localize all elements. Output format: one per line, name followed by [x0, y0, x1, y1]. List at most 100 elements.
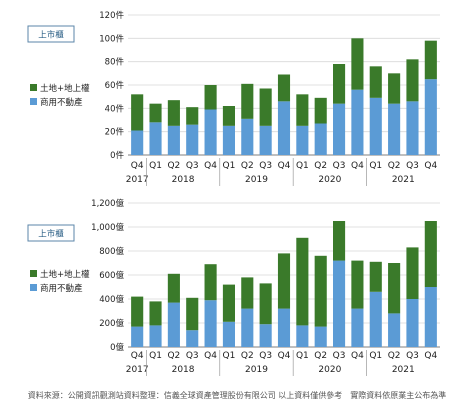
bar-commercial: [204, 109, 217, 155]
x-quarter-label: Q1: [223, 351, 236, 361]
legend-label: 商用不動產: [40, 283, 83, 294]
bar-land: [241, 277, 254, 309]
x-quarter-label: Q4: [204, 161, 217, 171]
bar-commercial: [241, 118, 254, 155]
bar-land: [186, 297, 199, 331]
bar-land: [277, 253, 291, 309]
bar-land: [204, 264, 217, 301]
y-tick-label: 800億: [99, 246, 124, 257]
x-quarter-label: Q3: [333, 351, 346, 361]
bar-land: [259, 283, 272, 325]
market-tag-label: 上市櫃: [38, 30, 64, 41]
bar-land: [149, 103, 162, 123]
x-quarter-label: Q3: [259, 351, 272, 361]
x-year-label: 2017: [126, 175, 149, 185]
x-quarter-label: Q2: [314, 161, 327, 171]
bar-commercial: [333, 260, 346, 347]
x-quarter-label: Q4: [204, 351, 217, 361]
bar-commercial: [149, 122, 162, 155]
bar-commercial: [186, 330, 199, 347]
bar-commercial: [241, 308, 254, 347]
x-quarter-label: Q4: [351, 161, 364, 171]
x-quarter-label: Q3: [406, 161, 419, 171]
y-tick-label: 20件: [105, 127, 125, 138]
bar-commercial: [131, 130, 144, 155]
bar-land: [424, 40, 437, 80]
bar-commercial: [314, 326, 327, 347]
x-quarter-label: Q2: [167, 351, 180, 361]
x-quarter-label: Q2: [167, 161, 180, 171]
bar-commercial: [314, 123, 327, 155]
bar-land: [406, 59, 419, 102]
bar-land: [369, 261, 382, 292]
bar-commercial: [296, 325, 309, 347]
x-year-label: 2020: [318, 365, 341, 375]
bar-commercial: [222, 321, 235, 347]
bar-commercial: [406, 101, 419, 155]
y-tick-label: 1,200億: [91, 198, 124, 209]
bar-land: [259, 88, 272, 126]
bar-commercial: [186, 124, 199, 155]
x-year-label: 2021: [392, 365, 415, 375]
x-quarter-label: Q2: [241, 351, 254, 361]
x-quarter-label: Q4: [351, 351, 364, 361]
bar-commercial: [259, 125, 272, 155]
bar-land: [131, 296, 144, 327]
x-year-label: 2021: [392, 175, 415, 185]
bar-commercial: [149, 325, 162, 347]
legend-swatch: [30, 284, 37, 291]
bar-commercial: [388, 313, 401, 347]
x-quarter-label: Q2: [314, 351, 327, 361]
bar-land: [241, 83, 254, 119]
y-tick-label: 120件: [99, 10, 124, 21]
x-year-label: 2019: [245, 175, 268, 185]
y-tick-label: 200億: [99, 318, 124, 329]
y-tick-label: 400億: [99, 294, 124, 305]
y-tick-label: 0億: [110, 342, 124, 353]
x-quarter-label: Q4: [424, 351, 437, 361]
x-year-label: 2017: [126, 365, 149, 375]
x-year-label: 2018: [172, 365, 195, 375]
bar-land: [204, 85, 217, 110]
x-quarter-label: Q2: [241, 161, 254, 171]
x-quarter-label: Q1: [149, 161, 162, 171]
y-tick-label: 600億: [99, 270, 124, 281]
x-quarter-label: Q3: [259, 161, 272, 171]
bar-commercial: [406, 299, 419, 347]
bar-land: [131, 94, 144, 131]
x-quarter-label: Q1: [296, 161, 309, 171]
bar-commercial: [424, 79, 437, 155]
bar-commercial: [351, 89, 364, 155]
legend-swatch: [30, 270, 37, 277]
y-tick-label: 1,000億: [91, 222, 124, 233]
bar-land: [333, 221, 346, 261]
x-quarter-label: Q4: [278, 161, 291, 171]
x-quarter-label: Q2: [388, 161, 401, 171]
bar-commercial: [424, 287, 437, 347]
bar-commercial: [222, 125, 235, 155]
x-quarter-label: Q1: [369, 161, 382, 171]
bar-commercial: [167, 302, 180, 347]
bar-land: [314, 97, 327, 124]
x-quarter-label: Q3: [186, 161, 199, 171]
x-quarter-label: Q1: [296, 351, 309, 361]
bar-land: [351, 38, 364, 90]
bar-land: [222, 284, 235, 322]
y-tick-label: 40件: [105, 103, 125, 114]
bar-commercial: [204, 300, 217, 347]
x-quarter-label: Q4: [131, 351, 144, 361]
bar-land: [296, 94, 309, 126]
bar-land: [333, 64, 346, 104]
chart-transaction-count: 0件 20件 40件 60件 80件 100件 120件 Q4 Q1 Q2 Q3 Q4 Q1 Q2 Q3 Q4…: [27, 10, 440, 186]
market-tag-label: 上市櫃: [38, 229, 64, 240]
bar-land: [222, 106, 235, 126]
bar-commercial: [369, 291, 382, 347]
bar-commercial: [131, 326, 144, 347]
x-quarter-label: Q4: [424, 161, 437, 171]
bar-land: [314, 255, 327, 327]
x-quarter-label: Q1: [149, 351, 162, 361]
bar-land: [186, 107, 199, 125]
